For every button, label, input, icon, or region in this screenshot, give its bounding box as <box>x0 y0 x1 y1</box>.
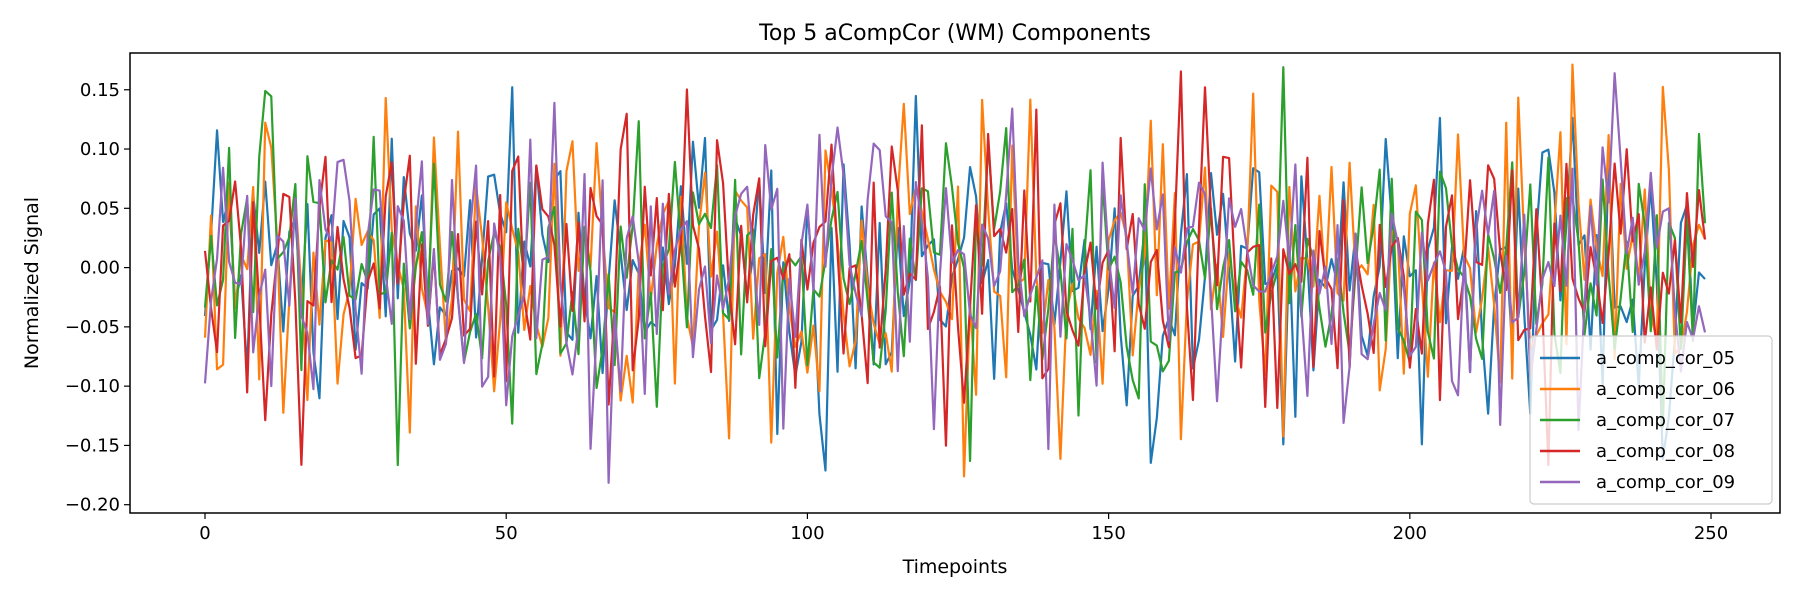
chart-title: Top 5 aCompCor (WM) Components <box>758 21 1151 46</box>
x-tick-label: 100 <box>790 523 824 544</box>
legend-label-a_comp_cor_05: a_comp_cor_05 <box>1596 348 1735 369</box>
legend-box <box>1529 335 1773 505</box>
axes-layer: 0 50 100 150 200 250 −0.20 −0.15 −0.10 −0.05 0.00 0… <box>65 80 1728 544</box>
series-line-a_comp_cor_06 <box>203 63 1707 478</box>
x-axis-label: Timepoints <box>902 556 1008 578</box>
y-axis-label: Normalized Signal <box>21 197 43 369</box>
legend-label-a_comp_cor_08: a_comp_cor_08 <box>1596 441 1735 462</box>
y-tick-label: −0.20 <box>65 495 120 516</box>
x-tick-label: 200 <box>1393 523 1427 544</box>
legend: a_comp_cor_05 a_comp_cor_06 a_comp_cor_07a… <box>1529 335 1773 505</box>
legend-label-a_comp_cor_06: a_comp_cor_06 <box>1596 379 1735 400</box>
x-tick-label: 150 <box>1091 523 1125 544</box>
plot-frame <box>129 52 1781 514</box>
x-tick-label: 250 <box>1694 523 1728 544</box>
x-tick-label: 50 <box>495 523 518 544</box>
y-tick-label: 0.05 <box>80 198 120 219</box>
y-tick-label: 0.00 <box>80 258 120 279</box>
y-tick-label: −0.05 <box>65 317 120 338</box>
y-tick-label: 0.15 <box>80 80 120 101</box>
legend-label-a_comp_cor_09: a_comp_cor_09 <box>1596 472 1735 493</box>
y-tick-label: −0.10 <box>65 376 120 397</box>
series-line-a_comp_cor_08 <box>203 70 1707 467</box>
y-tick-label: −0.15 <box>65 435 120 456</box>
y-tick-label: 0.10 <box>80 139 120 160</box>
series-line-a_comp_cor_09 <box>203 72 1707 484</box>
x-tick-label: 0 <box>199 523 210 544</box>
series-layer <box>203 63 1707 484</box>
legend-label-a_comp_cor_07: a_comp_cor_07 <box>1596 410 1735 431</box>
